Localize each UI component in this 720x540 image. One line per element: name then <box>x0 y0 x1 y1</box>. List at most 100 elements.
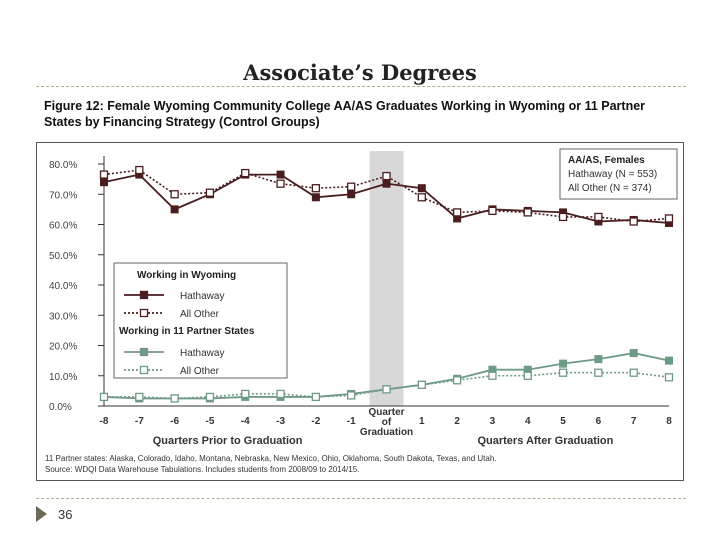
series-point-1 <box>99 170 109 179</box>
x-tick-label: -4 <box>241 416 250 427</box>
slide-title: Associate’s Degrees <box>243 60 477 85</box>
series-point-3 <box>488 371 497 380</box>
footnote-partner-states: 11 Partner states: Alaska, Colorado, Ida… <box>45 454 497 463</box>
series-point-3 <box>594 368 603 377</box>
series-point-1 <box>276 179 285 188</box>
series-point-0 <box>382 179 391 188</box>
graduation-quarter-label: Quarter <box>368 407 404 418</box>
x-tick-label: 8 <box>666 416 672 427</box>
x-tick-label: 3 <box>490 416 496 427</box>
legend-heading-wyoming: Working in Wyoming <box>137 270 236 281</box>
x-tick-label: -7 <box>135 416 144 427</box>
x-axis-label-prior: Quarters Prior to Graduation <box>153 435 303 447</box>
y-tick-label: 0.0% <box>49 402 72 413</box>
chart-frame: 0.0% 10.0% 20.0% 30.0% 40.0% 50.0% 60.0% 70.0% 8… <box>36 142 684 481</box>
series-point-1 <box>417 193 426 202</box>
x-tick-label: -3 <box>276 416 285 427</box>
series-point-1 <box>311 184 321 193</box>
series-point-1 <box>594 212 603 222</box>
series-point-1 <box>452 208 462 217</box>
series-point-0 <box>276 170 285 179</box>
series-point-1 <box>664 214 674 223</box>
figure-caption: Figure 12: Female Wyoming Community Coll… <box>44 99 646 129</box>
x-tick-label: -1 <box>347 416 356 427</box>
series-point-1 <box>523 208 532 217</box>
series-point-3 <box>205 392 215 402</box>
series-point-1 <box>382 171 391 181</box>
legend-item-label: Hathaway <box>180 291 224 302</box>
series-point-3 <box>629 368 638 377</box>
x-axis-label-after: Quarters After Graduation <box>477 435 613 447</box>
series-point-2 <box>594 355 603 364</box>
footer-divider <box>36 498 686 499</box>
series-point-3 <box>558 368 568 377</box>
line-chart: 0.0% 10.0% 20.0% 30.0% 40.0% 50.0% 60.0% 70.0% 8… <box>45 148 678 474</box>
x-tick-label: 6 <box>596 416 602 427</box>
legend-swatch-marker <box>139 308 149 318</box>
series-point-3 <box>99 392 109 402</box>
footnote-source: Source: WDQI Data Warehouse Tabulations.… <box>45 465 359 474</box>
title-divider <box>36 86 686 87</box>
x-tick-label: -6 <box>170 416 179 427</box>
page-number: 36 <box>58 507 73 522</box>
series-point-3 <box>347 391 356 400</box>
series-point-3 <box>311 392 321 402</box>
series-point-3 <box>382 385 391 394</box>
y-tick-label: 10.0% <box>49 372 77 383</box>
x-tick-label: 7 <box>631 416 637 427</box>
y-tick-label: 80.0% <box>49 160 77 171</box>
series-point-0 <box>347 190 356 199</box>
graduation-quarter-band <box>369 151 404 406</box>
series-point-1 <box>241 168 250 178</box>
legend-item-label: Hathaway <box>180 348 224 359</box>
series-point-0 <box>417 184 426 193</box>
legend-swatch-marker <box>139 290 149 300</box>
series-point-1 <box>488 206 497 216</box>
y-tick-label: 70.0% <box>49 190 77 201</box>
legend-swatch-marker <box>139 365 149 375</box>
x-tick-label: -5 <box>205 416 214 427</box>
x-tick-label: 5 <box>560 416 566 427</box>
series-point-3 <box>135 392 144 402</box>
series-point-1 <box>170 190 179 199</box>
series-point-3 <box>170 394 179 403</box>
series-point-1 <box>558 212 568 222</box>
y-tick-label: 60.0% <box>49 221 77 232</box>
series-point-3 <box>417 380 426 389</box>
page-arrow-icon <box>36 506 47 522</box>
series-point-1 <box>347 182 356 191</box>
graduation-quarter-label: of <box>382 417 392 428</box>
series-point-1 <box>205 188 215 197</box>
x-tick-label: 1 <box>419 416 425 427</box>
y-tick-label: 20.0% <box>49 342 77 353</box>
series-point-1 <box>629 217 638 226</box>
legend-heading-partner-states: Working in 11 Partner States <box>119 326 255 337</box>
series-point-0 <box>311 193 320 202</box>
series-point-3 <box>664 373 674 382</box>
corner-legend-box <box>559 148 678 200</box>
x-tick-label: 2 <box>454 416 460 427</box>
series-line-1 <box>103 169 670 223</box>
x-tick-label: -2 <box>311 416 320 427</box>
x-tick-label: 4 <box>525 416 531 427</box>
y-tick-label: 40.0% <box>49 281 77 292</box>
y-tick-label: 50.0% <box>49 251 77 262</box>
series-point-3 <box>276 389 285 399</box>
series-line-3 <box>104 371 670 400</box>
legend-swatch-marker <box>139 347 149 357</box>
series-point-1 <box>135 165 144 175</box>
series-point-3 <box>241 389 250 399</box>
corner-legend-heading: AA/AS, Females <box>568 155 645 166</box>
series-point-2 <box>629 349 638 358</box>
series-point-2 <box>665 356 673 365</box>
corner-legend-hathaway: Hathaway (N = 553) <box>568 169 657 180</box>
corner-legend-all-other: All Other (N = 374) <box>568 183 652 194</box>
legend-item-label: All Other <box>180 309 220 320</box>
legend-item-label: All Other <box>180 366 220 377</box>
series-point-3 <box>523 371 532 380</box>
y-tick-label: 30.0% <box>49 311 77 322</box>
graduation-quarter-label: Graduation <box>360 427 413 438</box>
series-point-2 <box>559 359 568 368</box>
legend-box <box>113 262 288 379</box>
series-point-0 <box>100 178 108 187</box>
